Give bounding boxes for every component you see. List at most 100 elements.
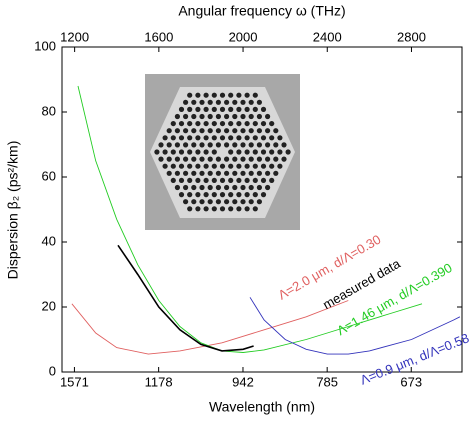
air-hole <box>236 177 242 184</box>
x-tick-label: 1571 <box>60 374 89 389</box>
air-hole <box>203 120 209 127</box>
air-hole <box>207 113 213 120</box>
air-hole <box>236 206 242 212</box>
air-hole <box>269 163 275 169</box>
air-hole <box>248 128 254 134</box>
air-hole <box>166 142 172 148</box>
y-tick-label: 100 <box>34 38 56 53</box>
air-hole <box>187 177 193 184</box>
air-hole <box>228 135 234 141</box>
air-hole <box>256 128 262 134</box>
air-hole <box>240 184 246 191</box>
air-hole <box>248 170 254 176</box>
air-hole <box>240 142 246 148</box>
air-hole <box>195 163 201 169</box>
air-hole <box>232 99 238 105</box>
air-hole <box>174 184 180 191</box>
air-hole <box>219 92 226 98</box>
air-hole <box>178 177 185 184</box>
air-hole <box>174 156 180 162</box>
air-hole <box>260 135 267 141</box>
air-hole <box>211 206 217 212</box>
air-hole <box>203 92 209 98</box>
air-hole <box>199 142 205 148</box>
air-hole <box>219 206 226 212</box>
air-hole <box>203 106 209 112</box>
air-hole <box>215 113 221 120</box>
plot-frame <box>61 46 463 373</box>
air-hole <box>178 135 185 141</box>
x-tick-label: 785 <box>316 374 338 389</box>
air-hole <box>244 106 250 112</box>
series-line <box>249 297 461 355</box>
air-hole <box>285 149 291 155</box>
air-hole <box>191 199 197 205</box>
air-hole <box>174 128 180 134</box>
air-hole <box>248 142 254 148</box>
air-hole <box>191 99 197 105</box>
air-hole <box>228 106 234 112</box>
air-hole <box>207 199 213 205</box>
air-hole <box>162 135 168 141</box>
air-hole <box>240 99 246 105</box>
air-hole <box>265 184 271 191</box>
air-hole <box>170 177 176 184</box>
air-hole <box>224 170 230 176</box>
air-hole <box>277 163 283 169</box>
air-hole <box>240 170 246 176</box>
air-hole <box>170 120 176 127</box>
air-hole <box>260 192 267 198</box>
air-hole <box>195 135 201 141</box>
air-hole <box>236 135 242 141</box>
air-hole <box>191 128 197 134</box>
air-hole <box>166 170 172 176</box>
air-hole <box>178 149 185 155</box>
air-hole <box>211 177 217 184</box>
air-hole <box>215 156 221 162</box>
air-hole <box>252 149 258 155</box>
air-hole <box>232 128 238 134</box>
air-hole <box>256 156 262 162</box>
air-hole <box>199 156 205 162</box>
air-hole <box>252 106 258 112</box>
air-hole <box>187 149 193 155</box>
air-hole <box>281 156 287 162</box>
air-hole <box>224 199 230 205</box>
air-hole <box>178 120 185 127</box>
air-hole <box>224 128 230 134</box>
air-hole <box>199 99 205 105</box>
air-hole <box>248 184 254 191</box>
air-hole <box>244 120 250 127</box>
air-hole <box>248 99 254 105</box>
air-hole <box>252 163 258 169</box>
air-hole <box>178 192 185 198</box>
air-hole <box>256 199 262 205</box>
air-hole <box>277 149 283 155</box>
air-hole <box>215 128 221 134</box>
air-hole <box>260 120 267 127</box>
air-hole <box>256 113 262 120</box>
air-hole <box>215 142 221 148</box>
air-hole <box>174 170 180 176</box>
air-hole <box>265 170 271 176</box>
air-hole <box>199 170 205 176</box>
air-hole <box>228 149 234 155</box>
air-hole <box>219 192 226 198</box>
air-hole <box>211 149 217 155</box>
air-hole <box>277 135 283 141</box>
x-top-tick-label: 2000 <box>229 29 258 44</box>
air-hole <box>228 177 234 184</box>
air-hole <box>228 120 234 127</box>
air-hole <box>162 163 168 169</box>
air-hole <box>248 156 254 162</box>
inset-image <box>145 74 300 230</box>
air-hole <box>236 192 242 198</box>
air-hole <box>273 128 279 134</box>
air-hole <box>219 135 226 141</box>
air-hole <box>219 120 226 127</box>
air-hole <box>162 149 168 155</box>
air-hole <box>244 163 250 169</box>
air-hole <box>265 113 271 120</box>
air-hole <box>191 156 197 162</box>
